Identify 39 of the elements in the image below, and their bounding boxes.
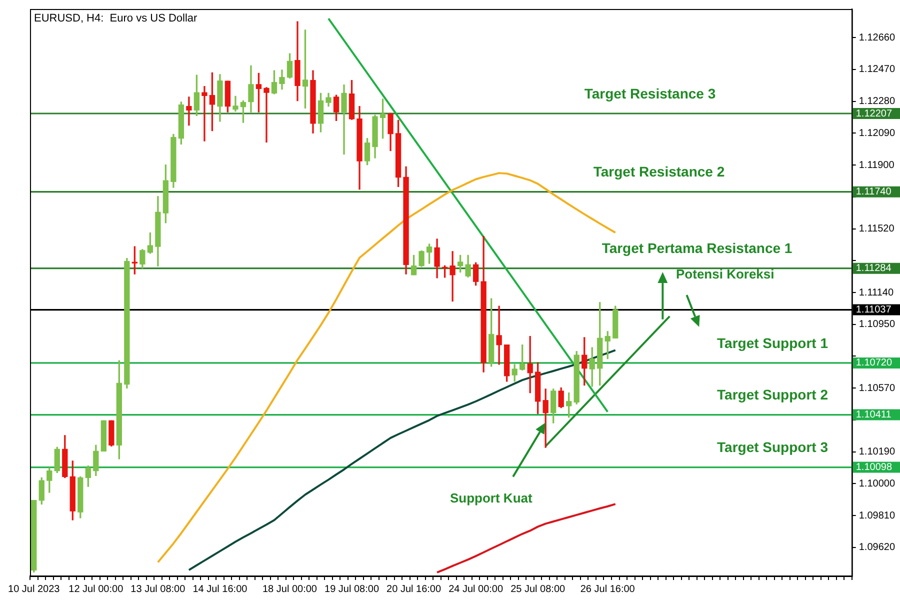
x-tick-label: 26 Jul 16:00 [580,584,636,595]
y-tick-label: 1.10190 [858,446,896,458]
y-tick-label: 1.11900 [858,160,895,171]
ref-line-label: Target Pertama Resistance 1 [602,240,792,256]
text: 1.11740 [856,186,892,198]
x-tick-label: 24 Jul 00:00 [448,584,504,595]
y-tick-label: 1.10000 [858,478,896,490]
y-tick-label: 1.12090 [858,128,896,139]
y-tick-label: 1.09810 [858,510,896,522]
y-tick-label: 1.11140 [858,287,894,298]
ref-line-label: Target Support 1 [717,334,828,351]
text: 1.10098 [856,462,892,474]
x-tick-label: 10 Jul 2023 [8,584,60,595]
x-tick-label: 12 Jul 00:00 [68,584,124,595]
x-tick-label: 19 Jul 08:00 [324,584,380,595]
y-tick-label: 1.10950 [858,319,896,330]
y-tick-label: 1.11520 [858,224,895,235]
y-tick-label: 1.12280 [858,96,896,108]
x-tick-label: 13 Jul 08:00 [130,584,186,595]
x-tick-label: 14 Jul 16:00 [192,584,248,595]
text: 1.11037 [856,304,892,316]
text: 1.11284 [856,263,892,274]
chart-title: EURUSD, H4: Euro vs US Dollar [34,12,198,25]
y-tick-label: 1.09620 [858,542,896,554]
text: 1.12207 [856,108,892,120]
x-tick-label: 25 Jul 08:00 [510,584,566,595]
annotation: Support Kuat [450,490,533,506]
ref-line-label: Target Resistance 3 [584,85,716,102]
ref-line-label: Target Support 3 [717,439,828,456]
ref-line-label: Target Support 2 [717,386,828,403]
y-tick-label: 1.12660 [858,32,896,44]
x-tick-label: 20 Jul 16:00 [386,584,442,595]
text: 1.10411 [856,410,892,421]
y-tick-label: 1.10570 [858,382,896,394]
ref-line-label: Target Resistance 2 [593,164,725,180]
x-tick-label: 18 Jul 00:00 [262,584,318,595]
y-tick-label: 1.12470 [858,64,896,76]
text: 1.10720 [856,358,892,369]
annotation: Potensi Koreksi [676,266,774,282]
